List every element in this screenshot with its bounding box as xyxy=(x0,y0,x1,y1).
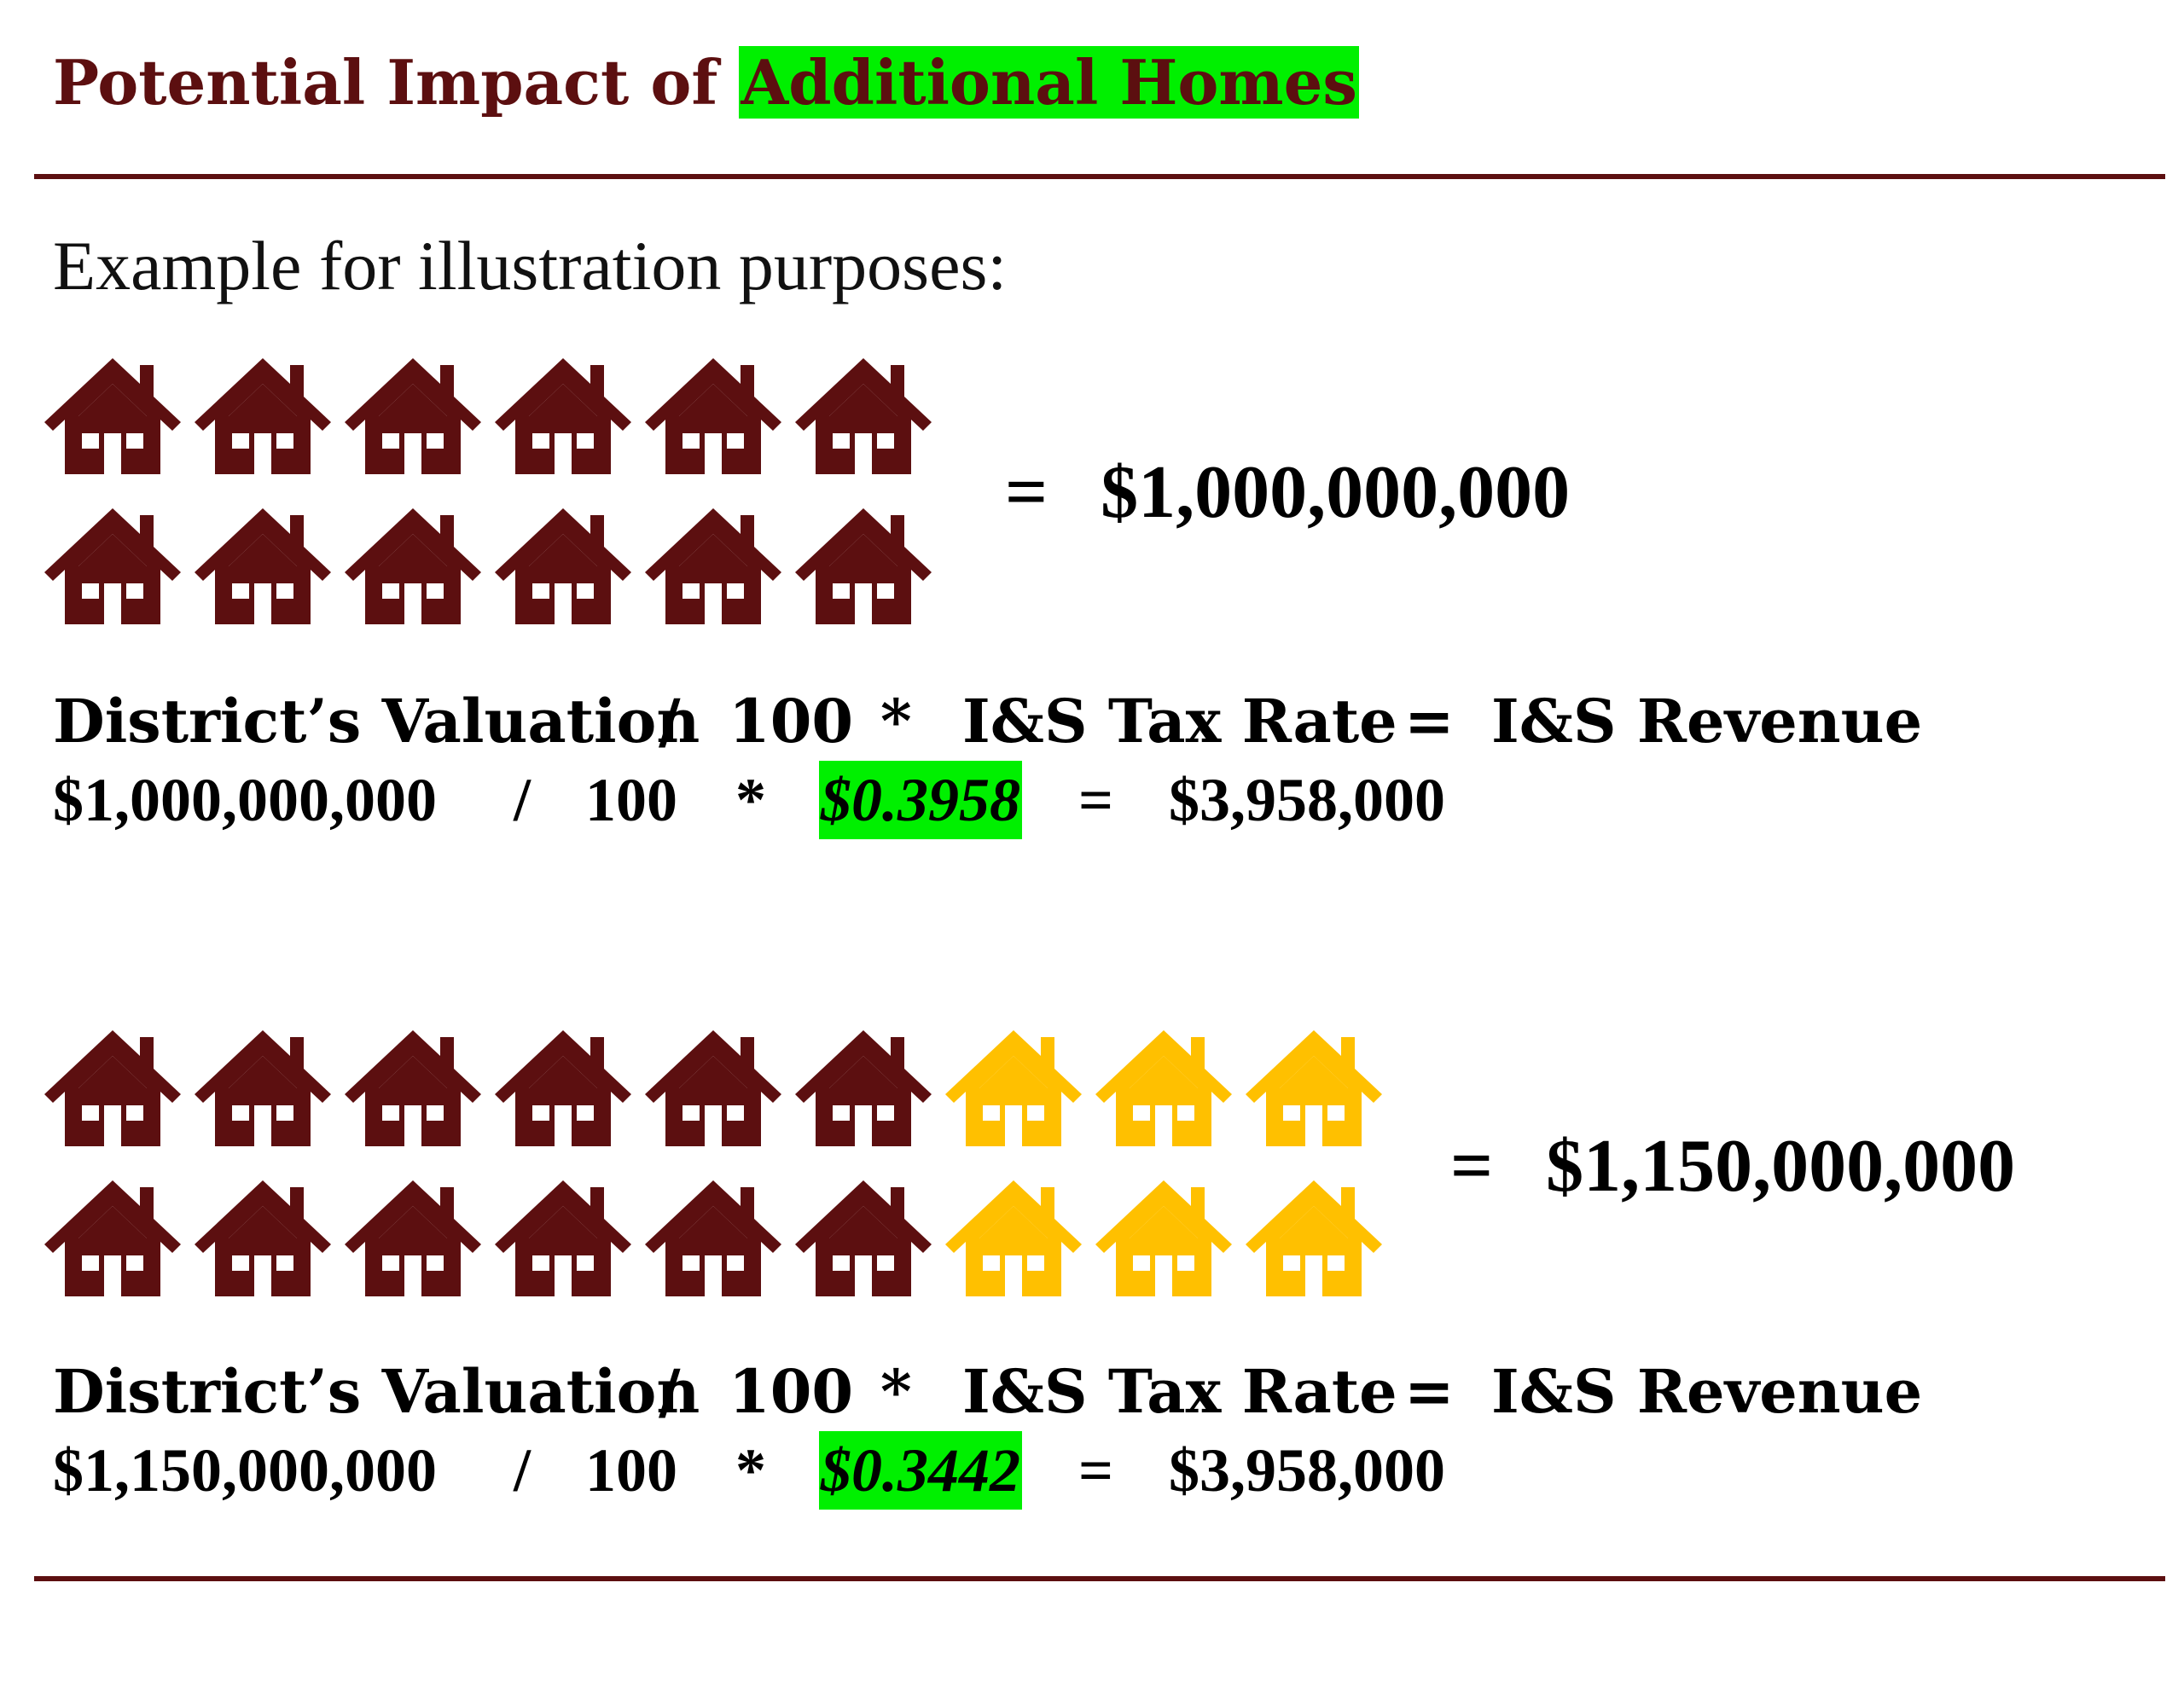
value-hundred: 100 xyxy=(585,766,677,834)
value-equals: = xyxy=(1078,1436,1114,1504)
house-icon xyxy=(44,508,181,624)
equals-sign: = xyxy=(1450,1125,1494,1208)
house-icon xyxy=(195,1180,331,1296)
subtitle: Example for illustration purposes: xyxy=(53,227,1008,304)
example1-total-value: $1,000,000,000 xyxy=(1101,451,1571,534)
house-icon xyxy=(44,1180,181,1296)
title-prefix: Potential Impact of xyxy=(53,46,740,119)
additional-house-icon xyxy=(1246,1030,1382,1146)
bottom-divider xyxy=(34,1576,2165,1581)
additional-house-icon xyxy=(1095,1030,1232,1146)
house-icon xyxy=(795,1180,932,1296)
header-valuation: District’s Valuation xyxy=(53,1356,700,1427)
header-revenue: I&S Revenue xyxy=(1491,1356,1923,1427)
header-multiply: * xyxy=(880,686,912,757)
header-divide: / xyxy=(659,686,681,757)
value-multiply: * xyxy=(735,766,766,834)
house-icon xyxy=(345,1180,481,1296)
additional-house-icon xyxy=(1095,1180,1232,1296)
example1-houses xyxy=(44,358,932,624)
header-hundred: 100 xyxy=(729,686,854,757)
value-divide: / xyxy=(514,1436,531,1504)
house-icon xyxy=(345,508,481,624)
header-equals: = xyxy=(1404,1356,1455,1427)
additional-house-icon xyxy=(945,1180,1082,1296)
equals-sign: = xyxy=(1005,451,1048,534)
house-icon xyxy=(195,1030,331,1146)
top-divider xyxy=(34,174,2165,179)
header-divide: / xyxy=(659,1356,681,1427)
header-tax-rate: I&S Tax Rate xyxy=(962,1356,1397,1427)
additional-house-icon xyxy=(1246,1180,1382,1296)
house-icon xyxy=(195,508,331,624)
additional-house-icon xyxy=(945,1030,1082,1146)
house-icon xyxy=(345,1030,481,1146)
value-revenue: $3,958,000 xyxy=(1169,1436,1445,1504)
page-title: Potential Impact of Additional Homes xyxy=(53,36,1359,130)
house-icon xyxy=(645,1180,781,1296)
value-revenue: $3,958,000 xyxy=(1169,766,1445,834)
house-icon xyxy=(795,1030,932,1146)
house-icon xyxy=(495,1030,631,1146)
value-multiply: * xyxy=(735,1436,766,1504)
value-valuation: $1,000,000,000 xyxy=(53,766,437,834)
value-tax-rate: $0.3958 xyxy=(819,761,1022,839)
value-divide: / xyxy=(514,766,531,834)
value-hundred: 100 xyxy=(585,1436,677,1504)
title-highlight: Additional Homes xyxy=(739,46,1359,119)
value-equals: = xyxy=(1078,766,1114,834)
house-icon xyxy=(645,508,781,624)
house-icon xyxy=(495,358,631,474)
example1-total-line: = $1,000,000,000 xyxy=(1005,450,1570,536)
example2-total-value: $1,150,000,000 xyxy=(1546,1125,2016,1208)
header-equals: = xyxy=(1404,686,1455,757)
example2-total-line: = $1,150,000,000 xyxy=(1450,1124,2015,1209)
value-valuation: $1,150,000,000 xyxy=(53,1436,437,1504)
header-tax-rate: I&S Tax Rate xyxy=(962,686,1397,757)
house-icon xyxy=(195,358,331,474)
header-hundred: 100 xyxy=(729,1356,854,1427)
house-icon xyxy=(795,358,932,474)
house-icon xyxy=(44,358,181,474)
header-revenue: I&S Revenue xyxy=(1491,686,1923,757)
house-icon xyxy=(645,358,781,474)
example2-houses xyxy=(44,1030,1382,1296)
value-tax-rate: $0.3442 xyxy=(819,1431,1022,1510)
header-valuation: District’s Valuation xyxy=(53,686,700,757)
house-icon xyxy=(495,1180,631,1296)
house-icon xyxy=(495,508,631,624)
house-icon xyxy=(795,508,932,624)
house-icon xyxy=(44,1030,181,1146)
header-multiply: * xyxy=(880,1356,912,1427)
house-icon xyxy=(345,358,481,474)
house-icon xyxy=(645,1030,781,1146)
